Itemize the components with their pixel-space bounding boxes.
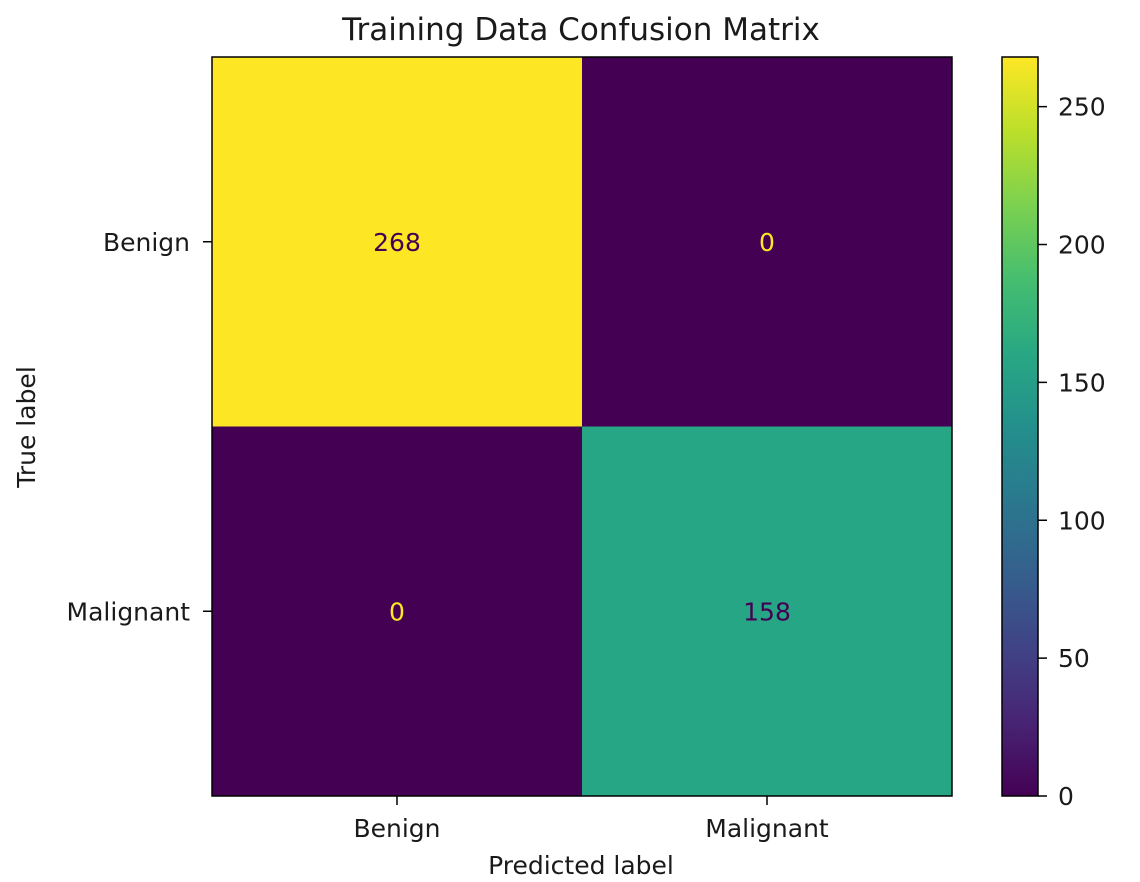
colorbar-tick-label: 250 — [1058, 93, 1106, 122]
chart-title: Training Data Confusion Matrix — [341, 12, 820, 48]
plot-frame — [211, 56, 953, 797]
cell-value-label: 0 — [389, 597, 405, 626]
colorbar-tick-label: 100 — [1058, 506, 1106, 535]
colorbar-tick-label: 50 — [1058, 644, 1090, 673]
y-axis-label: True label — [12, 366, 41, 489]
x-tick-label: Benign — [353, 814, 440, 843]
x-tick-label: Malignant — [705, 814, 829, 843]
heatmap-cell — [582, 426, 953, 797]
cell-value-labels: 268 0 0 158 — [373, 228, 791, 627]
heatmap-cells — [212, 57, 953, 797]
cell-value-label: 158 — [743, 597, 791, 626]
heatmap-cell — [212, 57, 583, 427]
heatmap-cell — [582, 57, 953, 427]
colorbar-ticks: 0 50 100 150 200 250 — [1038, 93, 1106, 811]
colorbar-tick-label: 150 — [1058, 368, 1106, 397]
cell-value-label: 0 — [759, 228, 775, 257]
colorbar-tick-label: 0 — [1058, 782, 1074, 811]
y-tick-label: Benign — [103, 228, 190, 257]
x-axis-label: Predicted label — [488, 851, 674, 880]
x-axis-ticks: Benign Malignant — [353, 796, 829, 843]
colorbar-tick-label: 200 — [1058, 231, 1106, 260]
cell-value-label: 268 — [373, 228, 421, 257]
colorbar — [1001, 56, 1039, 797]
y-tick-label: Malignant — [67, 597, 191, 626]
heatmap-cell — [212, 426, 583, 797]
y-axis-ticks: Benign Malignant — [67, 228, 212, 626]
